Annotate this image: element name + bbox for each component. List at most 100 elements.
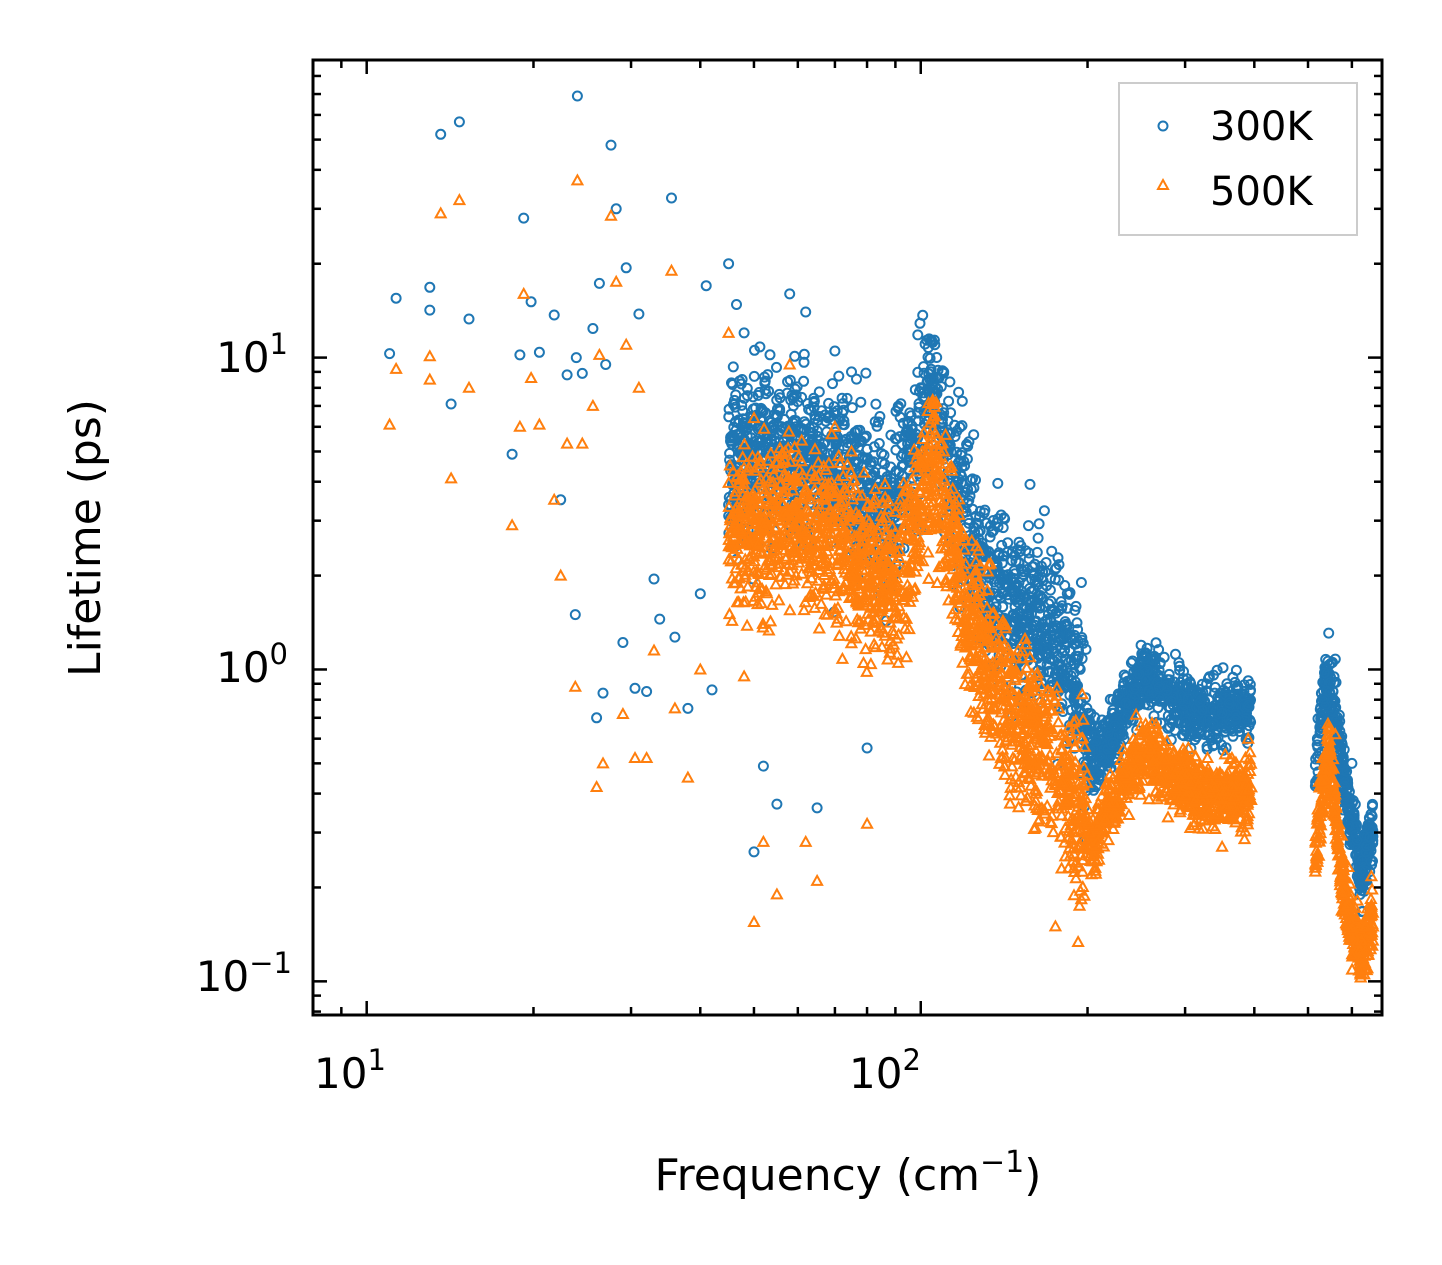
data-point: [1109, 720, 1121, 732]
data-point: [571, 90, 583, 102]
data-point: [596, 756, 610, 769]
data-point: [1056, 603, 1068, 614]
data-point: [1032, 704, 1046, 717]
data-point: [852, 509, 866, 522]
data-point: [958, 494, 969, 506]
data-point: [1049, 563, 1061, 575]
data-point: [1165, 695, 1177, 707]
data-point: [977, 722, 992, 735]
data-point: [782, 420, 794, 432]
data-point: [1242, 699, 1254, 711]
data-point: [833, 370, 845, 382]
data-point: [771, 798, 783, 810]
data-point: [796, 391, 808, 403]
data-point: [737, 437, 752, 450]
data-point: [1029, 786, 1043, 799]
data-point: [1353, 832, 1364, 844]
data-point: [879, 458, 891, 470]
data-point: [1221, 765, 1235, 778]
data-point: [1071, 617, 1083, 629]
data-point: [1023, 520, 1034, 532]
data-point: [1071, 702, 1082, 714]
data-point: [693, 662, 707, 675]
data-point: [795, 539, 809, 552]
data-point: [513, 419, 527, 432]
data-point: [741, 390, 753, 402]
data-point: [984, 520, 996, 532]
data-point: [997, 522, 1009, 534]
data-point: [776, 484, 791, 497]
data-point: [723, 258, 735, 270]
data-point: [1026, 602, 1037, 614]
data-point: [1020, 660, 1034, 673]
data-point: [1333, 754, 1345, 766]
data-point: [1319, 661, 1331, 673]
data-point: [1216, 707, 1228, 719]
data-point: [1048, 694, 1062, 707]
data-point: [798, 375, 810, 387]
data-point: [669, 631, 681, 643]
data-point: [876, 448, 888, 460]
data-point: [1051, 715, 1066, 728]
data-point: [570, 352, 582, 364]
data-point: [960, 666, 974, 679]
data-point: [938, 427, 953, 440]
data-point: [881, 652, 895, 665]
data-point: [1015, 651, 1030, 664]
data-point: [768, 429, 780, 441]
data-point: [1207, 740, 1219, 752]
data-point: [922, 375, 933, 386]
data-point: [725, 571, 739, 584]
data-point: [974, 511, 986, 523]
data-point: [963, 436, 975, 448]
data-point: [632, 380, 646, 393]
data-point: [1237, 832, 1252, 845]
data-point: [1315, 713, 1327, 725]
data-point: [975, 697, 989, 710]
data-point: [1150, 637, 1162, 649]
data-point: [800, 306, 812, 318]
data-point: [965, 483, 977, 495]
data-point: [1024, 478, 1036, 490]
data-point: [953, 386, 965, 398]
data-point: [524, 370, 538, 383]
data-point: [862, 452, 874, 464]
data-point: [726, 377, 737, 389]
data-point: [1034, 679, 1049, 692]
data-point: [759, 584, 773, 597]
data-point: [860, 367, 872, 379]
data-point: [1244, 679, 1256, 690]
data-point: [914, 317, 926, 329]
data-point: [462, 380, 476, 393]
data-point: [968, 521, 980, 533]
data-point: [823, 397, 835, 409]
data-point: [958, 640, 973, 653]
data-point: [1042, 608, 1054, 620]
data-point: [1174, 676, 1186, 688]
data-point: [1188, 749, 1202, 762]
data-point: [772, 593, 786, 606]
data-point: [808, 600, 822, 613]
data-point: [620, 262, 632, 274]
data-point: [1222, 681, 1234, 693]
data-point: [962, 631, 977, 644]
data-point: [956, 395, 968, 407]
data-point: [453, 116, 465, 128]
data-point: [1029, 616, 1041, 628]
data-point: [912, 366, 924, 378]
data-point: [1241, 731, 1255, 744]
data-point: [994, 683, 1008, 696]
data-point: [803, 589, 817, 602]
data-point: [1048, 639, 1059, 651]
data-point: [748, 846, 760, 858]
data-point: [1137, 736, 1152, 749]
data-point: [731, 299, 742, 310]
data-point: [925, 467, 940, 480]
data-point: [1052, 552, 1064, 564]
data-point: [992, 513, 1004, 525]
data-point: [1059, 654, 1071, 666]
data-point: [1215, 839, 1229, 852]
data-point: [912, 329, 924, 341]
data-point: [861, 742, 873, 754]
data-point: [753, 544, 767, 557]
